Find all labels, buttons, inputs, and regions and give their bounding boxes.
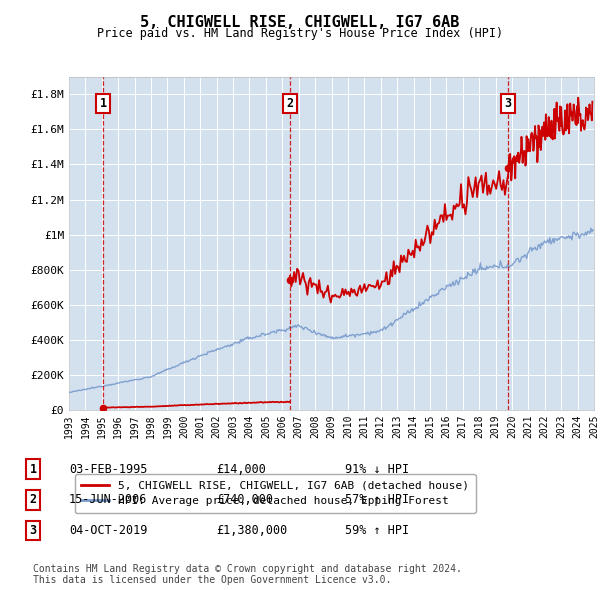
Text: Price paid vs. HM Land Registry's House Price Index (HPI): Price paid vs. HM Land Registry's House … (97, 27, 503, 40)
Legend: 5, CHIGWELL RISE, CHIGWELL, IG7 6AB (detached house), HPI: Average price, detach: 5, CHIGWELL RISE, CHIGWELL, IG7 6AB (det… (74, 474, 476, 513)
Text: £14,000: £14,000 (216, 463, 266, 476)
Text: 1: 1 (29, 463, 37, 476)
Text: Contains HM Land Registry data © Crown copyright and database right 2024.
This d: Contains HM Land Registry data © Crown c… (33, 563, 462, 585)
Text: 15-JUN-2006: 15-JUN-2006 (69, 493, 148, 506)
Text: £1,380,000: £1,380,000 (216, 524, 287, 537)
Text: 3: 3 (29, 524, 37, 537)
Text: 91% ↓ HPI: 91% ↓ HPI (345, 463, 409, 476)
Text: 04-OCT-2019: 04-OCT-2019 (69, 524, 148, 537)
Text: 1: 1 (100, 97, 107, 110)
Text: 5, CHIGWELL RISE, CHIGWELL, IG7 6AB: 5, CHIGWELL RISE, CHIGWELL, IG7 6AB (140, 15, 460, 30)
Text: £740,000: £740,000 (216, 493, 273, 506)
Text: 59% ↑ HPI: 59% ↑ HPI (345, 524, 409, 537)
Text: 2: 2 (286, 97, 293, 110)
Text: 03-FEB-1995: 03-FEB-1995 (69, 463, 148, 476)
Text: 2: 2 (29, 493, 37, 506)
Text: 57% ↑ HPI: 57% ↑ HPI (345, 493, 409, 506)
Text: 3: 3 (505, 97, 511, 110)
